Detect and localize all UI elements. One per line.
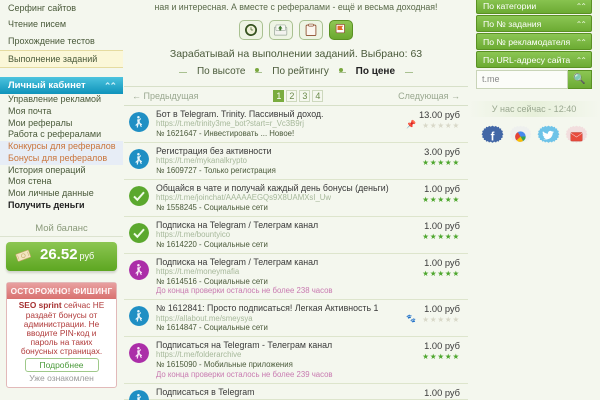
svg-text:f: f (490, 132, 494, 144)
